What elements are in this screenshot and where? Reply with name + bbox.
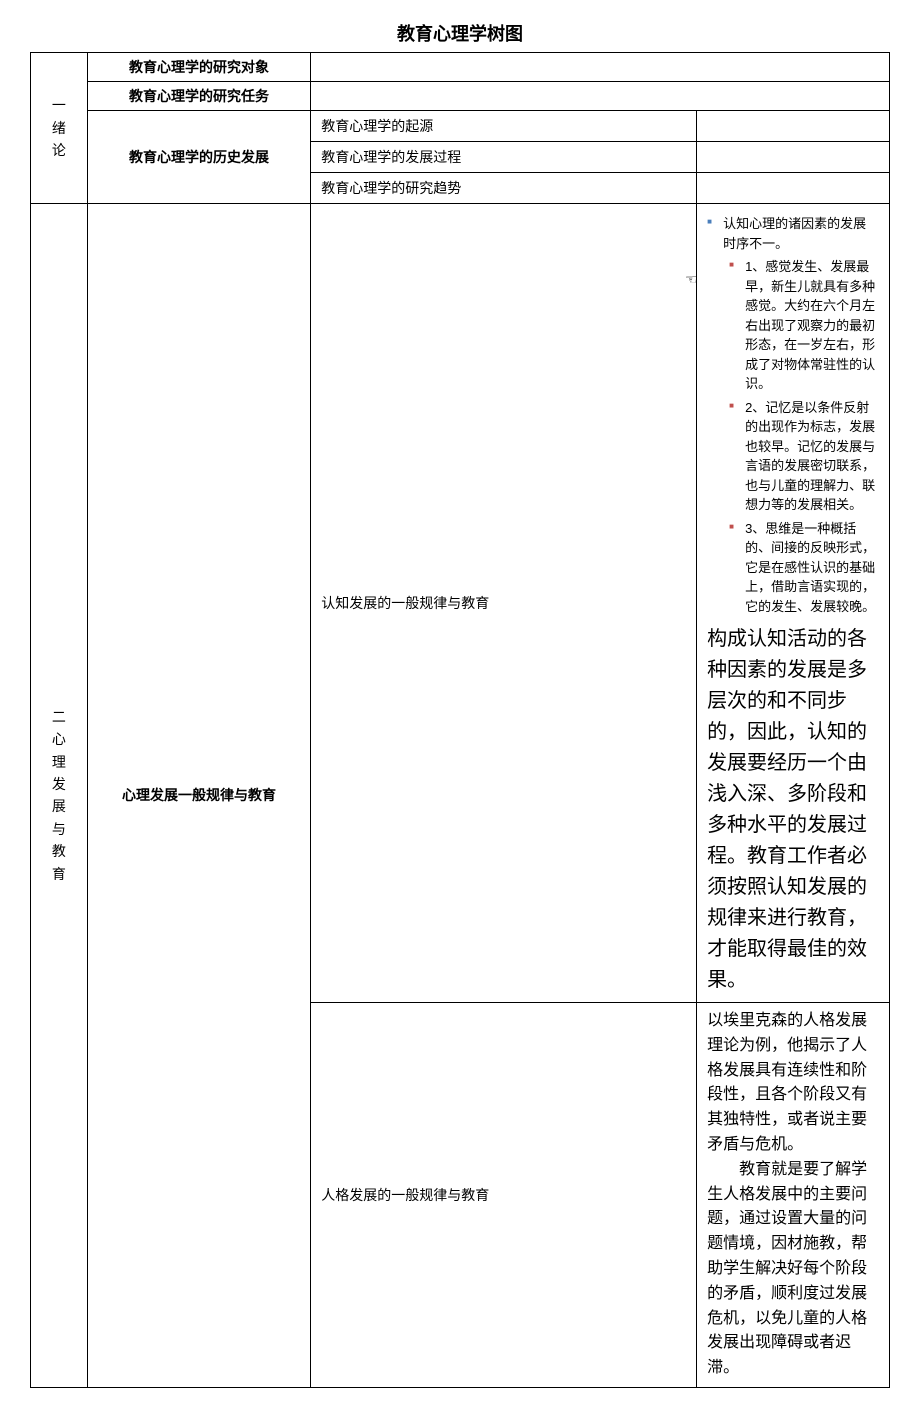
main-bullet: 认知心理的诸因素的发展时序不一。 <box>707 214 879 253</box>
chapter-1-text: 一绪论 <box>37 94 81 161</box>
section-history: 教育心理学的历史发展 <box>87 111 310 204</box>
empty-cell <box>311 53 890 82</box>
sub-origin: 教育心理学的起源 <box>311 111 697 142</box>
personality-para2: 教育就是要了解学生人格发展中的主要问题，通过设置大量的问题情境，因材施教，帮助学… <box>707 1158 879 1381</box>
sub-personality-dev: 人格发展的一般规律与教育 <box>311 1003 697 1388</box>
personality-content: 以埃里克森的人格发展理论为例，他揭示了人格发展具有连续性和阶段性，且各个阶段又有… <box>697 1003 890 1388</box>
chapter-2-text: 二心理发展与教育 <box>37 706 81 885</box>
chapter-2-label: 二心理发展与教育 <box>31 204 88 1388</box>
sub-bullets: 1、感觉发生、发展最早，新生儿就具有多种感觉。大约在六个月左右出现了观察力的最初… <box>707 257 879 616</box>
pointer-icon: ☜ <box>685 271 698 288</box>
point-2: 2、记忆是以条件反射的出现作为标志，发展也较早。记忆的发展与言语的发展密切联系，… <box>729 398 879 515</box>
point-3: 3、思维是一种概括的、间接的反映形式，它是在感性认识的基础上，借助言语实现的，它… <box>729 519 879 617</box>
chapter-1-label: 一绪论 <box>31 53 88 204</box>
empty-cell <box>697 111 890 142</box>
personality-para1: 以埃里克森的人格发展理论为例，他揭示了人格发展具有连续性和阶段性，且各个阶段又有… <box>707 1009 879 1158</box>
page-title: 教育心理学树图 <box>30 20 890 46</box>
sub-research-trend: 教育心理学的研究趋势 <box>311 173 697 204</box>
point-1: 1、感觉发生、发展最早，新生儿就具有多种感觉。大约在六个月左右出现了观察力的最初… <box>729 257 879 394</box>
cognitive-summary: 构成认知活动的各种因素的发展是多层次的和不同步的，因此，认知的发展要经历一个由浅… <box>707 624 879 996</box>
sub-cognitive-dev: 认知发展的一般规律与教育 <box>311 204 697 1003</box>
empty-cell <box>311 82 890 111</box>
section-research-task: 教育心理学的研究任务 <box>87 82 310 111</box>
sub-dev-process: 教育心理学的发展过程 <box>311 142 697 173</box>
tree-table: 一绪论 教育心理学的研究对象 教育心理学的研究任务 教育心理学的历史发展 教育心… <box>30 52 890 1388</box>
sub-bullets-wrap: ☜ 1、感觉发生、发展最早，新生儿就具有多种感觉。大约在六个月左右出现了观察力的… <box>707 257 879 616</box>
section-psych-dev: 心理发展一般规律与教育 <box>87 204 310 1388</box>
cognitive-content: 认知心理的诸因素的发展时序不一。 ☜ 1、感觉发生、发展最早，新生儿就具有多种感… <box>697 204 890 1003</box>
empty-cell <box>697 173 890 204</box>
empty-cell <box>697 142 890 173</box>
section-research-object: 教育心理学的研究对象 <box>87 53 310 82</box>
